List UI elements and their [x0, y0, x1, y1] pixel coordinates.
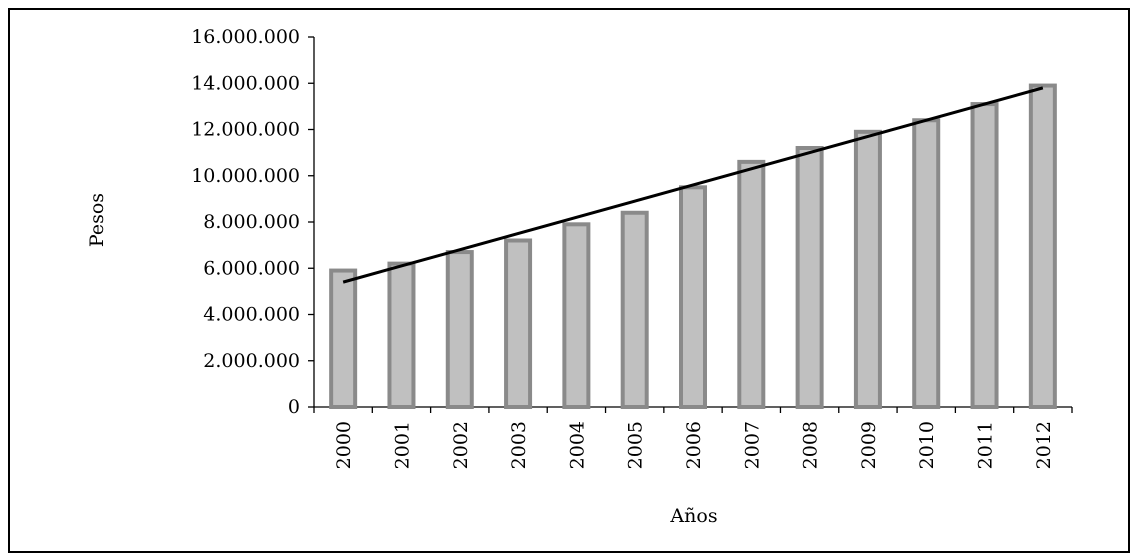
y-tick-label: 0 [288, 396, 300, 418]
y-tick-label: 14.000.000 [191, 72, 300, 94]
x-tick-label: 2007 [741, 421, 763, 469]
y-tick-label: 8.000.000 [203, 211, 300, 233]
y-tick-label: 12.000.000 [191, 119, 300, 141]
y-tick-label: 10.000.000 [191, 165, 300, 187]
x-tick-label: 2005 [625, 421, 647, 469]
bar-2003 [504, 238, 533, 409]
x-tick-label: 2004 [566, 421, 588, 469]
x-tick-label: 2012 [1033, 421, 1055, 469]
y-tick-label: 6.000.000 [203, 257, 300, 279]
x-tick-label: 2010 [916, 421, 938, 469]
bar-2011 [970, 102, 999, 409]
y-axis-title: Pesos [86, 193, 108, 247]
bar-2012 [1028, 83, 1057, 409]
bar-2002 [445, 250, 474, 409]
bar-2004 [562, 222, 591, 409]
bar-2006 [679, 185, 707, 409]
y-tick-label: 2.000.000 [203, 350, 300, 372]
trend-line [342, 86, 1044, 284]
y-tick-label: 4.000.000 [203, 304, 300, 326]
plot-area: 0 2.000.000 4.000.000 6.000.000 8.000.000 10.… [191, 26, 1073, 469]
y-tick-label: 16.000.000 [191, 26, 300, 48]
x-tick-label: 2006 [683, 421, 705, 469]
x-axis-title: Años [669, 505, 717, 527]
bar-2010 [912, 118, 941, 409]
x-tick-label: 2003 [508, 421, 530, 469]
bar-2000 [329, 268, 358, 409]
bar-2001 [387, 261, 416, 409]
x-tick-label: 2000 [333, 421, 355, 469]
x-tick-label: 2002 [450, 421, 472, 469]
x-tick-label: 2001 [391, 421, 413, 469]
bar-2008 [795, 146, 824, 409]
bar-2005 [620, 210, 649, 409]
x-tick-label: 2009 [858, 421, 880, 469]
bar-2009 [853, 129, 882, 409]
x-tick-label: 2008 [800, 421, 822, 469]
bar-2007 [737, 159, 766, 409]
x-tick-label: 2011 [975, 421, 997, 469]
